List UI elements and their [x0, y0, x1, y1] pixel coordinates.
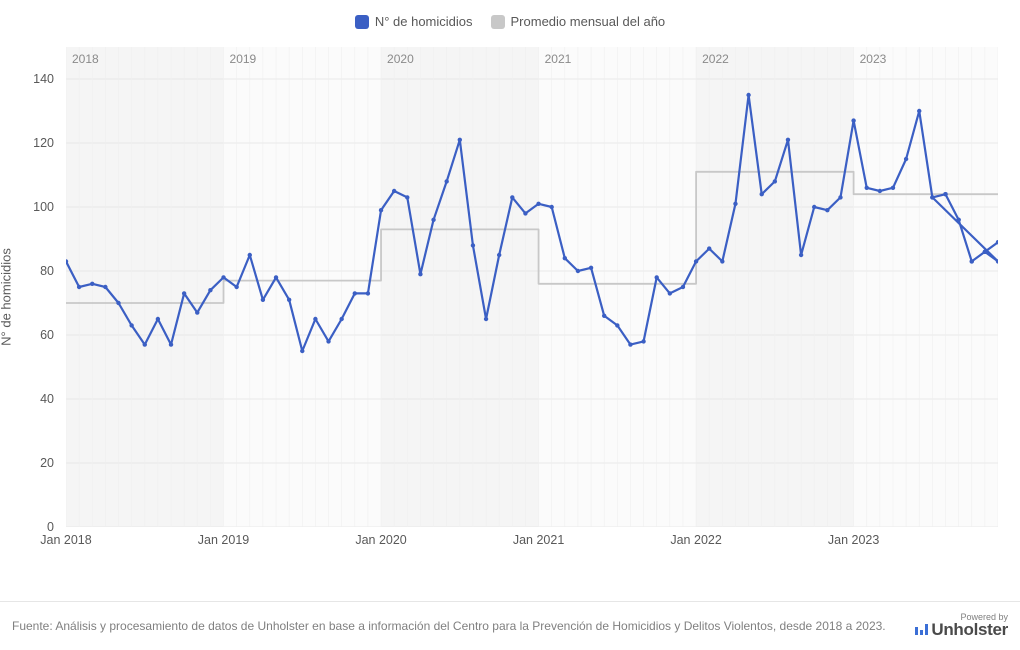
y-axis-ticks: 020406080100120140 — [8, 47, 58, 527]
brand-name: Unholster — [915, 620, 1008, 639]
y-tick-label: 40 — [40, 392, 54, 406]
legend: N° de homicidios Promedio mensual del añ… — [0, 0, 1020, 37]
year-band-label: 2020 — [387, 52, 414, 66]
x-axis-ticks: Jan 2018Jan 2019Jan 2020Jan 2021Jan 2022… — [66, 533, 998, 553]
legend-label-homicidios: N° de homicidios — [375, 14, 473, 29]
y-tick-label: 100 — [33, 200, 54, 214]
year-band-label: 2018 — [72, 52, 99, 66]
x-tick-label: Jan 2018 — [40, 533, 91, 547]
y-tick-label: 20 — [40, 456, 54, 470]
x-tick-label: Jan 2021 — [513, 533, 564, 547]
brand: Powered by Unholster — [915, 612, 1008, 640]
y-tick-label: 120 — [33, 136, 54, 150]
plot-area: 2018 2019 2020 2021 2022 2023 — [66, 47, 998, 527]
legend-label-promedio: Promedio mensual del año — [511, 14, 666, 29]
x-tick-label: Jan 2020 — [355, 533, 406, 547]
year-band-label: 2019 — [230, 52, 257, 66]
chart-svg: 2018 2019 2020 2021 2022 2023 — [66, 47, 998, 527]
footer-source: Fuente: Análisis y procesamiento de dato… — [12, 619, 886, 633]
legend-item-homicidios: N° de homicidios — [355, 14, 473, 29]
year-band-label: 2021 — [545, 52, 572, 66]
year-band-label: 2023 — [860, 52, 887, 66]
x-tick-label: Jan 2022 — [670, 533, 721, 547]
x-tick-label: Jan 2023 — [828, 533, 879, 547]
x-tick-label: Jan 2019 — [198, 533, 249, 547]
y-tick-label: 60 — [40, 328, 54, 342]
chart-container: N° de homicidios Promedio mensual del añ… — [0, 0, 1020, 650]
y-tick-label: 0 — [47, 520, 54, 534]
y-tick-label: 140 — [33, 72, 54, 86]
legend-swatch-promedio — [491, 15, 505, 29]
year-band-label: 2022 — [702, 52, 729, 66]
brand-bars-icon — [915, 624, 928, 635]
y-tick-label: 80 — [40, 264, 54, 278]
chart-area: N° de homicidios 020406080100120140 2018… — [8, 37, 998, 557]
legend-swatch-homicidios — [355, 15, 369, 29]
legend-item-promedio: Promedio mensual del año — [491, 14, 666, 29]
footer: Fuente: Análisis y procesamiento de dato… — [0, 601, 1020, 650]
brand-name-text: Unholster — [931, 620, 1008, 639]
